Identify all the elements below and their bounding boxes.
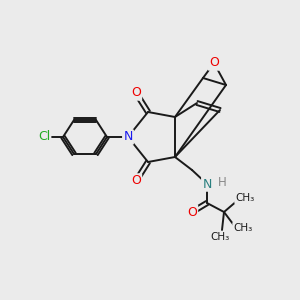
- Text: CH₃: CH₃: [210, 232, 230, 242]
- Text: N: N: [202, 178, 212, 190]
- Text: CH₃: CH₃: [236, 193, 255, 203]
- Text: O: O: [187, 206, 197, 218]
- Text: O: O: [131, 86, 141, 100]
- Text: CH₃: CH₃: [233, 223, 253, 233]
- Text: H: H: [218, 176, 226, 188]
- Text: N: N: [123, 130, 133, 143]
- Text: O: O: [131, 175, 141, 188]
- Text: Cl: Cl: [38, 130, 50, 143]
- Text: O: O: [209, 56, 219, 70]
